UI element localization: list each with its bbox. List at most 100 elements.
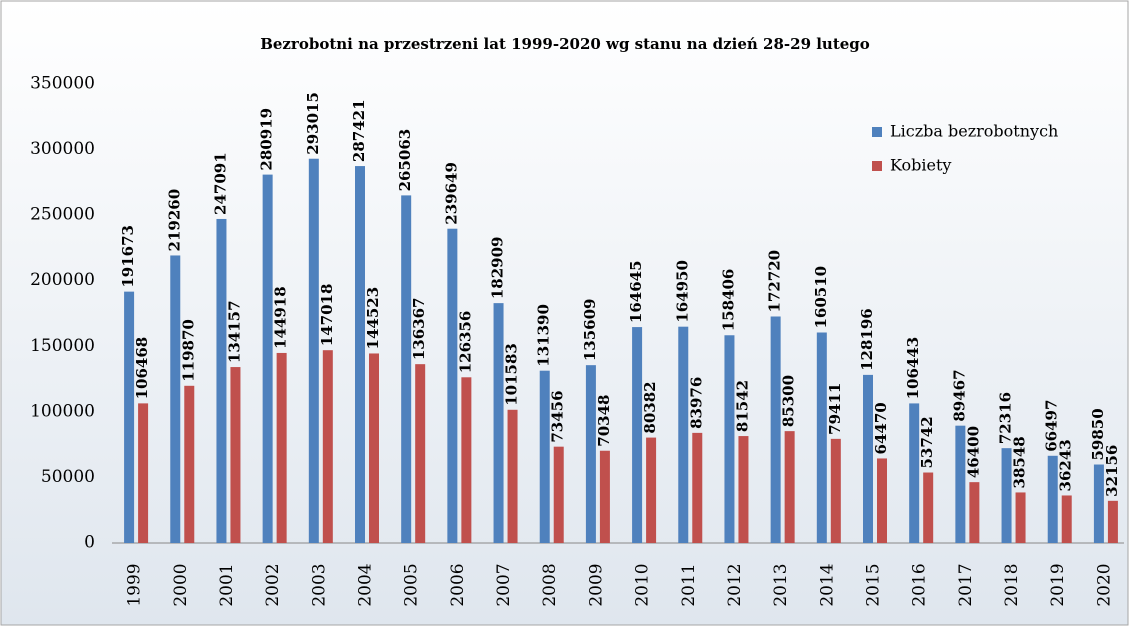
bar xyxy=(585,365,596,543)
x-tick-label: 2012 xyxy=(725,563,745,606)
value-label: 131390 xyxy=(535,304,553,367)
value-label: 59850 xyxy=(1089,408,1107,460)
bar xyxy=(599,450,610,543)
bar xyxy=(1047,455,1058,543)
bar xyxy=(1001,448,1012,543)
x-tick-label: 2016 xyxy=(910,563,930,606)
chart-title: Bezrobotni na przestrzeni lat 1999-2020 … xyxy=(260,35,870,53)
y-tick-label: 150000 xyxy=(30,336,95,356)
y-tick-label: 350000 xyxy=(30,74,95,94)
bar xyxy=(355,166,365,544)
legend-swatch xyxy=(872,127,882,137)
value-label: 160510 xyxy=(812,266,830,329)
bar xyxy=(1015,492,1026,543)
legend-swatch xyxy=(872,161,882,171)
x-tick-label: 2015 xyxy=(864,563,884,606)
x-tick-label: 2003 xyxy=(309,563,329,606)
value-label: 158406 xyxy=(719,269,737,332)
value-label: 79411 xyxy=(826,383,844,435)
y-tick-label: 250000 xyxy=(30,205,95,225)
value-label: 135609 xyxy=(581,299,599,362)
value-label: 247091 xyxy=(211,152,229,215)
value-label: 287421 xyxy=(350,99,368,162)
value-label: 265063 xyxy=(396,129,414,192)
x-tick-label: 1999 xyxy=(125,563,145,606)
legend-label: Kobiety xyxy=(890,156,951,175)
value-label: 106468 xyxy=(133,337,151,400)
bar xyxy=(955,425,966,543)
bar xyxy=(170,255,181,543)
value-label: 144523 xyxy=(364,287,382,350)
bar xyxy=(678,326,689,543)
x-tick-label: 2018 xyxy=(1002,563,1022,606)
y-tick-label: 200000 xyxy=(30,270,95,290)
value-label: 119870 xyxy=(179,319,197,382)
bar xyxy=(1061,495,1072,543)
bar xyxy=(784,431,795,543)
value-label: 126356 xyxy=(456,311,474,374)
bar xyxy=(138,403,149,543)
legend-label: Liczba bezrobotnych xyxy=(890,122,1058,141)
y-tick-label: 0 xyxy=(84,533,95,553)
value-label: 128196 xyxy=(858,308,876,371)
value-label: 32156 xyxy=(1103,445,1121,497)
bar xyxy=(262,174,273,544)
bar xyxy=(692,432,703,543)
value-label: 134157 xyxy=(225,300,243,363)
value-label: 106443 xyxy=(904,337,922,400)
bar xyxy=(646,437,657,543)
x-tick-label: 2006 xyxy=(448,563,468,606)
value-label: 73456 xyxy=(549,390,567,442)
x-tick-label: 2019 xyxy=(1048,563,1068,606)
value-label: 38548 xyxy=(1011,436,1029,488)
value-label: 85300 xyxy=(780,375,798,427)
value-label: 89467 xyxy=(950,369,968,421)
value-label: 66497 xyxy=(1043,400,1061,452)
x-tick-label: 2008 xyxy=(540,563,560,606)
bar xyxy=(276,352,287,543)
value-label: 136367 xyxy=(410,298,428,361)
bar xyxy=(507,409,518,543)
value-label: 191673 xyxy=(119,225,137,288)
bar xyxy=(401,195,412,544)
value-label: 101583 xyxy=(503,343,521,406)
bar xyxy=(553,446,564,543)
value-label: 46400 xyxy=(964,426,982,478)
bar xyxy=(461,377,472,543)
value-label: 83976 xyxy=(687,377,705,429)
bar xyxy=(369,353,379,543)
bar xyxy=(322,350,333,543)
bar xyxy=(216,218,227,543)
x-tick-label: 2009 xyxy=(586,563,606,606)
bar xyxy=(738,436,749,543)
bar xyxy=(770,316,781,543)
bar xyxy=(308,158,319,543)
y-tick-label: 300000 xyxy=(30,139,95,159)
x-tick-label: 2011 xyxy=(679,563,699,606)
value-label: 80382 xyxy=(641,381,659,433)
value-label: 147018 xyxy=(318,284,336,347)
x-tick-label: 2000 xyxy=(171,563,191,606)
bar xyxy=(184,385,195,543)
x-tick-label: 2004 xyxy=(356,563,376,606)
x-tick-label: 2020 xyxy=(1094,563,1114,606)
value-label: 164645 xyxy=(627,260,645,323)
y-tick-label: 50000 xyxy=(41,467,95,487)
value-label: 164950 xyxy=(673,260,691,323)
value-label: 293015 xyxy=(304,92,322,155)
x-tick-label: 2005 xyxy=(402,563,422,606)
bar xyxy=(830,438,841,543)
x-tick-label: 2002 xyxy=(263,563,283,606)
x-tick-label: 2017 xyxy=(956,563,976,606)
x-tick-label: 2013 xyxy=(771,563,791,606)
value-label: 239649 xyxy=(442,162,460,225)
bar xyxy=(632,327,643,543)
value-label: 219260 xyxy=(165,189,183,252)
bar xyxy=(415,364,426,543)
value-label: 64470 xyxy=(872,402,890,454)
bar xyxy=(863,374,873,543)
y-tick-label: 100000 xyxy=(30,401,95,421)
bar xyxy=(877,458,887,543)
x-tick-label: 2007 xyxy=(494,563,514,606)
value-label: 36243 xyxy=(1057,439,1075,491)
